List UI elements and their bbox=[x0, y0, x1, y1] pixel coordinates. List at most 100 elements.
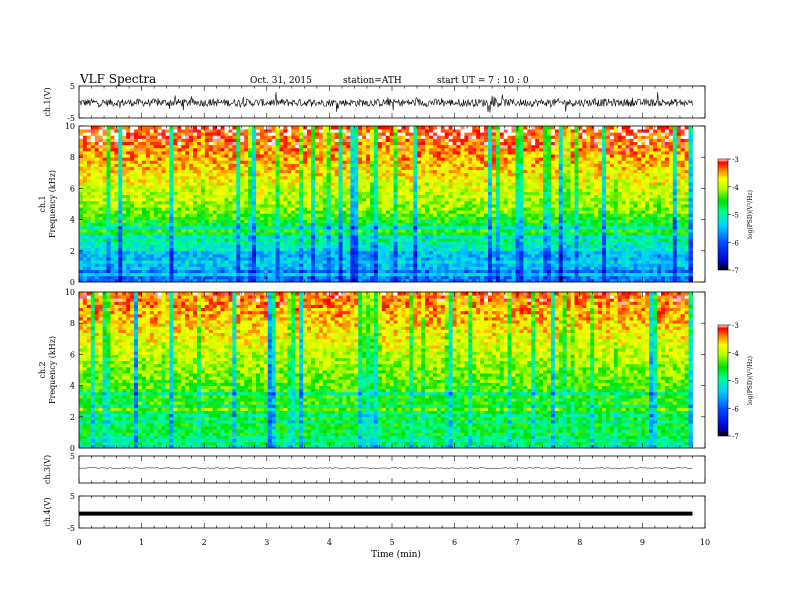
spectrogram-cell bbox=[637, 188, 642, 192]
spectrogram-cell bbox=[535, 213, 540, 217]
spectrogram-cell bbox=[255, 222, 261, 227]
spectrogram-cell bbox=[468, 213, 473, 217]
spectrogram-cell bbox=[539, 275, 544, 280]
spectrogram-cell bbox=[145, 225, 151, 230]
spectrogram-cell bbox=[543, 241, 548, 245]
spectrogram-cell bbox=[208, 241, 214, 245]
spectrogram-cell bbox=[609, 204, 615, 208]
spectrogram-cell bbox=[480, 235, 485, 239]
spectrogram-cell bbox=[574, 213, 579, 217]
spectrogram-cell bbox=[393, 253, 398, 258]
spectrogram-cell bbox=[543, 275, 548, 280]
spectrogram-cell bbox=[311, 228, 316, 233]
spectrogram-cell bbox=[373, 247, 379, 252]
spectrogram-cell bbox=[173, 213, 178, 217]
spectrogram-cell bbox=[307, 275, 312, 280]
spectrogram-cell bbox=[507, 213, 512, 217]
spectrogram-cell bbox=[464, 253, 469, 258]
spectrogram-cell bbox=[558, 188, 564, 192]
spectrogram-cell bbox=[232, 257, 237, 261]
spectrogram-cell bbox=[196, 210, 202, 214]
spectrogram-cell bbox=[550, 213, 556, 217]
spectrogram-cell bbox=[468, 207, 473, 211]
spectrogram-cell bbox=[224, 219, 229, 224]
spectrogram-cell bbox=[421, 207, 426, 211]
spectrogram-cell bbox=[232, 232, 237, 236]
spectrogram-cell bbox=[126, 238, 131, 242]
spectrogram-cell bbox=[570, 269, 575, 274]
spectrogram-cell bbox=[605, 194, 611, 199]
spectrogram-cell bbox=[613, 266, 619, 270]
spectrogram-cell bbox=[193, 191, 198, 196]
spectrogram-cell bbox=[224, 200, 229, 205]
spectrogram-cell bbox=[637, 269, 642, 274]
spectrogram-cell bbox=[684, 200, 689, 205]
spectrogram-cell bbox=[318, 253, 324, 258]
spectrogram-cell bbox=[362, 278, 367, 283]
spectrogram-cell bbox=[130, 182, 135, 186]
spectrogram-cell bbox=[314, 222, 320, 227]
spectrogram-cell bbox=[680, 235, 686, 239]
spectrogram-cell bbox=[574, 247, 579, 252]
spectrogram-cell bbox=[82, 244, 88, 249]
spectrogram-cell bbox=[134, 191, 139, 196]
spectrogram-cell bbox=[220, 263, 225, 267]
spectrogram-cell bbox=[558, 207, 564, 211]
spectrogram-cell bbox=[354, 185, 359, 189]
spectrogram-cell bbox=[440, 275, 446, 280]
spectrogram-cell bbox=[531, 232, 536, 236]
spectrogram-cell bbox=[252, 204, 257, 208]
spectrogram-cell bbox=[491, 260, 497, 264]
spectrogram-cell bbox=[472, 247, 477, 252]
spectrogram-cell bbox=[554, 238, 560, 242]
spectrogram-cell bbox=[613, 210, 619, 214]
spectrogram-cell bbox=[185, 244, 190, 249]
spectrogram-cell bbox=[141, 247, 147, 252]
spectrogram-cell bbox=[350, 247, 355, 252]
spectrogram-cell bbox=[134, 235, 139, 239]
spectrogram-cell bbox=[90, 235, 96, 239]
spectrogram-cell bbox=[464, 200, 469, 205]
spectrogram-cell bbox=[515, 210, 520, 214]
spectrogram-cell bbox=[468, 241, 473, 245]
spectrogram-cell bbox=[546, 213, 552, 217]
spectrogram-cell bbox=[594, 272, 599, 277]
spectrogram-cell bbox=[137, 244, 143, 249]
spectrogram-cell bbox=[94, 263, 100, 267]
spectrogram-cell bbox=[228, 225, 233, 230]
spectrogram-cell bbox=[114, 204, 119, 208]
spectrogram-cell bbox=[491, 213, 497, 217]
spectrogram-cell bbox=[574, 228, 579, 233]
spectrogram-cell bbox=[460, 188, 465, 192]
spectrogram-cell bbox=[472, 250, 477, 255]
spectrogram-cell bbox=[330, 257, 336, 261]
spectrogram-cell bbox=[617, 241, 623, 245]
spectrogram-cell bbox=[287, 263, 292, 267]
spectrogram-cell bbox=[566, 247, 571, 252]
spectrogram-cell bbox=[554, 250, 560, 255]
spectrogram-cell bbox=[381, 235, 387, 239]
spectrogram-cell bbox=[263, 253, 269, 258]
spectrogram-cell bbox=[208, 263, 214, 267]
spectrogram-cell bbox=[275, 266, 280, 270]
spectrogram-cell bbox=[275, 269, 280, 274]
spectrogram-cell bbox=[468, 235, 473, 239]
spectrogram-cell bbox=[641, 253, 646, 258]
spectrogram-cell bbox=[629, 213, 634, 217]
spectrogram-cell bbox=[110, 182, 115, 186]
spectrogram-cell bbox=[676, 210, 682, 214]
spectrogram-cell bbox=[196, 185, 202, 189]
spectrogram-cell bbox=[515, 260, 520, 264]
spectrogram-cell bbox=[688, 263, 693, 267]
spectrogram-cell bbox=[554, 244, 560, 249]
spectrogram-cell bbox=[185, 263, 190, 267]
spectrogram-cell bbox=[161, 247, 166, 252]
spectrogram-cell bbox=[684, 266, 689, 270]
spectrogram-cell bbox=[130, 266, 135, 270]
spectrogram-cell bbox=[102, 188, 107, 192]
spectrogram-cell bbox=[484, 219, 489, 224]
spectrogram-cell bbox=[177, 188, 182, 192]
spectrogram-cell bbox=[287, 188, 292, 192]
spectrogram-cell bbox=[397, 232, 402, 236]
spectrogram-cell bbox=[137, 182, 143, 186]
